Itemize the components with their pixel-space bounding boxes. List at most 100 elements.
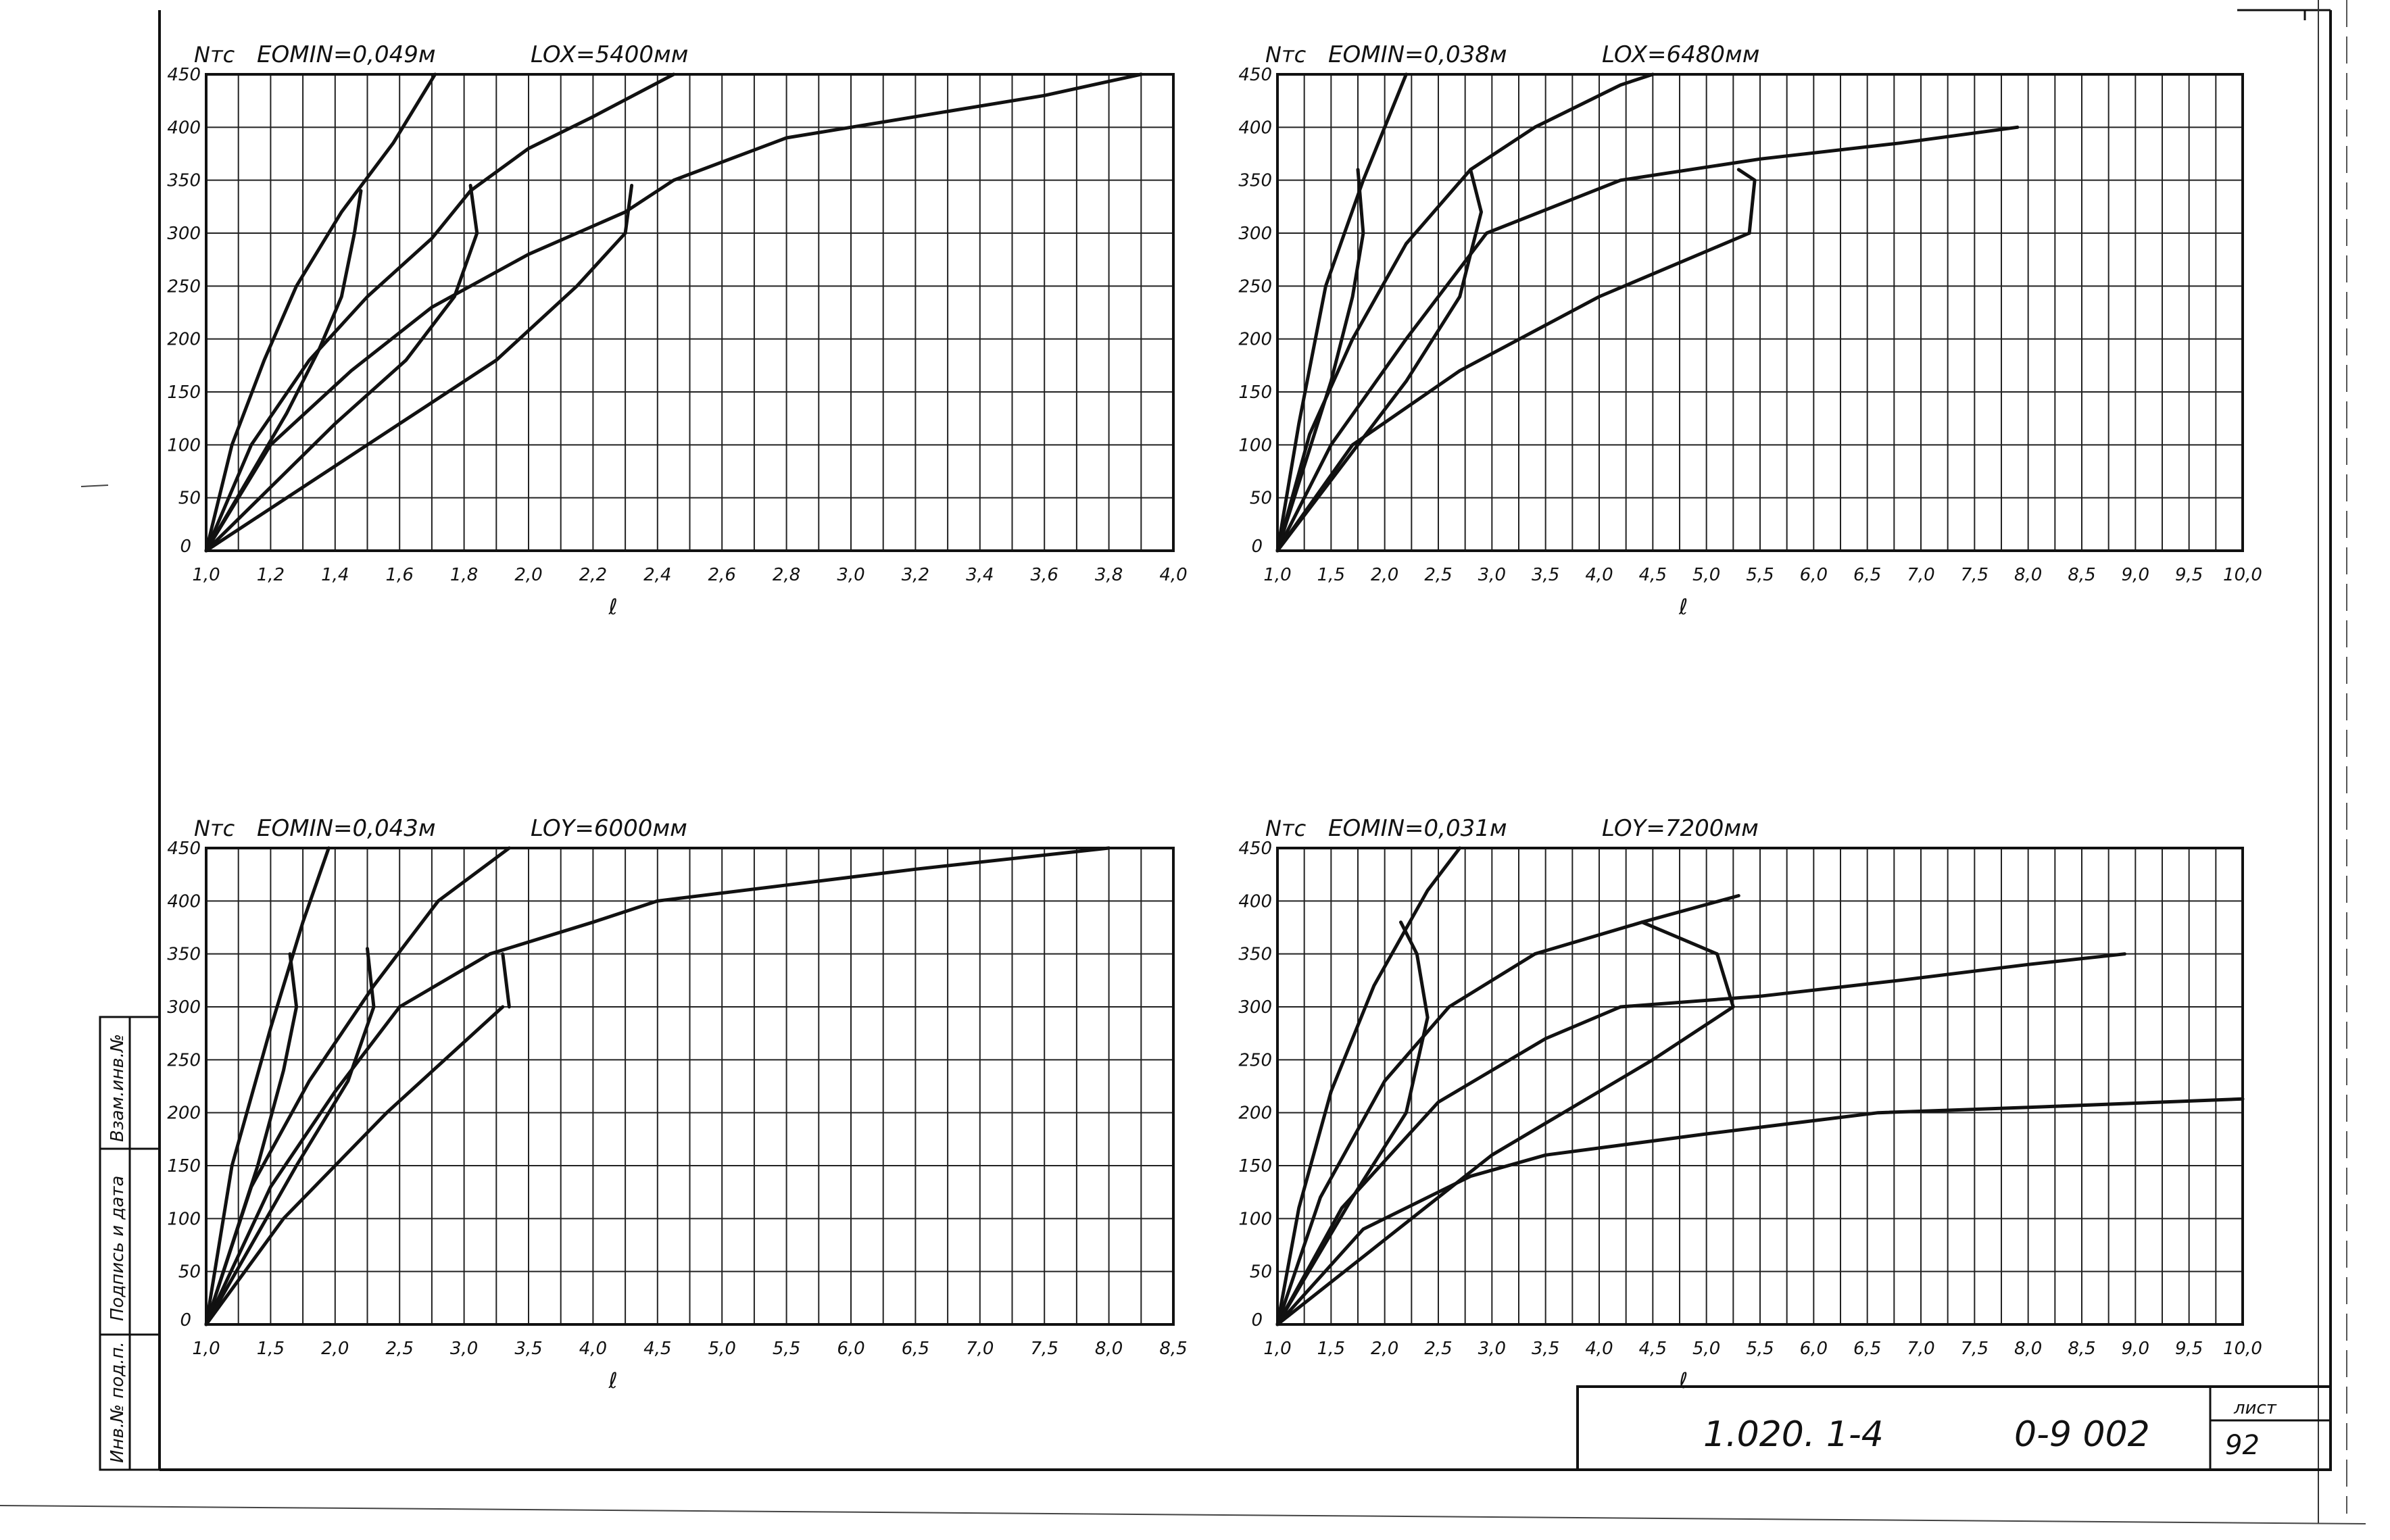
x-tick-label: 9,5 [2175,1339,2203,1359]
y-tick-label: 450 [1238,65,1272,85]
x-tick-label: 3,5 [1532,565,1559,585]
x-tick-label: 5,0 [1692,1339,1720,1359]
x-tick-label: 4,5 [1639,1339,1667,1359]
annotation-length: LOY=7200мм [1602,815,1759,842]
x-tick-label: 8,0 [1095,1339,1123,1359]
x-tick-label: 7,5 [1961,1339,1989,1359]
y-tick-label: 150 [167,1156,201,1176]
y-tick-label: 400 [1238,891,1272,912]
y-tick-label: 350 [167,945,201,965]
sheet-label: лист [2233,1398,2277,1418]
annotation-length: LOX=5400мм [531,41,688,68]
series-line [1275,920,1430,1326]
y-tick-label: 300 [1238,997,1272,1018]
x-tick-label: 5,5 [773,1339,800,1359]
y-tick-label: 200 [167,1103,201,1124]
x-tick-label: 3,8 [1095,565,1123,585]
x-tick-label: 8,0 [2014,565,2042,585]
sheet-number: 92 [2225,1430,2260,1461]
annotation-eomin: EOMIN=0,038м [1328,41,1507,68]
x-tick-label: 3,4 [966,565,994,585]
x-tick-label: 5,0 [708,1339,736,1359]
plot-frame [1276,847,2244,1326]
y-tick-label: 250 [167,276,201,297]
x-axis-title: ℓ [608,594,618,620]
designation-text: 1.020. 1-4 [1703,1414,1884,1455]
y-tick-label: 0 [180,537,191,557]
x-tick-label: 1,0 [192,1339,220,1359]
x-tick-label: 1,6 [386,565,414,585]
y-tick-label: 0 [1251,537,1263,557]
series-line [204,72,437,553]
x-tick-label: 2,6 [708,565,736,585]
series-line [1275,952,2126,1326]
series-line [1275,168,1365,553]
x-tick-label: 3,0 [1478,1339,1506,1359]
x-tick-label: 9,5 [2175,565,2203,585]
chart-bottom-left: 1,0 1,5 2,0 2,5 3,0 3,5 4,0 4,5 5,0 5,5 6,0 6,5 7,0 7… [167,815,1187,1393]
x-tick-label: 1,0 [1263,565,1291,585]
series-line [204,947,376,1326]
x-tick-label: 3,6 [1031,565,1058,585]
series-line [1275,846,1462,1326]
y-tick-label: 50 [178,1262,201,1283]
series-line [1275,168,1483,553]
x-tick-label: 4,0 [1159,565,1187,585]
x-tick-label: 2,5 [1424,565,1452,585]
y-tick-label: 150 [1238,1156,1272,1176]
series-line [204,952,299,1326]
series-line [204,189,363,553]
x-tick-label: 6,5 [902,1339,929,1359]
x-tick-label: 4,0 [1585,565,1613,585]
x-tick-label: 1,2 [257,565,285,585]
series-line [204,184,479,553]
y-tick-label: 100 [1238,435,1272,455]
series-line [1736,168,1757,235]
x-tick-label: 2,0 [1371,1339,1398,1359]
y-tick-label: 0 [180,1310,191,1331]
x-tick-label: 3,5 [1532,1339,1559,1359]
series-line [1275,1097,2245,1326]
x-tick-label: 5,5 [1746,1339,1774,1359]
series-line [1275,894,1740,1326]
x-tick-label: 1,5 [257,1339,285,1359]
x-tick-label: 2,8 [773,565,800,585]
x-tick-label: 3,0 [1478,565,1506,585]
y-tick-label: 400 [1238,118,1272,138]
x-axis-title: ℓ [1678,594,1688,620]
x-tick-label: 6,0 [837,1339,864,1359]
chart-top-left: 1,0 1,2 1,4 1,6 1,8 2,0 2,2 2,4 2,6 2,8 3,0 3,2 3,4 3… [167,41,1187,620]
y-axis-title: Nтс [1265,816,1307,841]
y-tick-label: 250 [1238,276,1272,297]
side-stamp: Инв.№ под.п. Подпись и дата Взам.инв.№ [99,1016,161,1471]
y-tick-label: 450 [167,839,201,859]
x-tick-label: 1,0 [1263,1339,1291,1359]
x-tick-label: 10,0 [2223,1339,2262,1359]
x-tick-label: 6,5 [1853,565,1881,585]
x-tick-label: 2,5 [1424,1339,1452,1359]
y-tick-label: 50 [1250,489,1272,509]
series-line [623,184,634,235]
y-axis-title: Nтс [194,42,235,68]
x-axis-title: ℓ [608,1368,618,1393]
series-line [204,846,331,1326]
y-tick-label: 250 [1238,1050,1272,1070]
x-tick-label: 6,5 [1853,1339,1881,1359]
x-tick-label: 7,5 [1031,1339,1058,1359]
x-axis-title: ℓ [1678,1368,1688,1393]
plot-frame [1276,73,2244,552]
y-tick-label: 200 [1238,330,1272,350]
x-tick-label: 1,4 [321,565,349,585]
y-tick-label: 350 [1238,945,1272,965]
drawing-code-text: 0-9 002 [2014,1414,2150,1455]
y-tick-label: 200 [167,330,201,350]
x-tick-label: 8,5 [2068,1339,2095,1359]
y-tick-label: 250 [167,1050,201,1070]
y-tick-label: 300 [167,224,201,244]
annotation-eomin: EOMIN=0,049м [257,41,436,68]
x-tick-label: 7,0 [1907,565,1934,585]
x-tick-label: 8,5 [1159,1339,1187,1359]
y-tick-label: 300 [1238,224,1272,244]
annotation-length: LOY=6000мм [531,815,687,842]
